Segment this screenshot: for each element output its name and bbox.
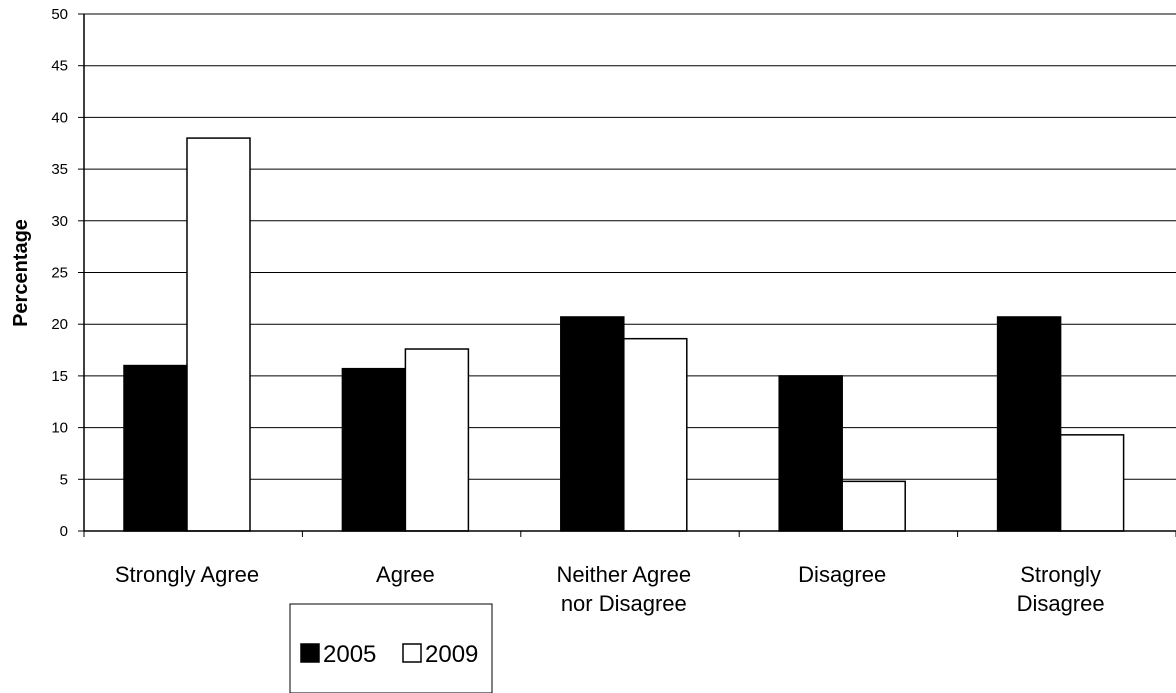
y-tick-label: 45 bbox=[51, 58, 68, 75]
axes bbox=[83, 14, 1176, 532]
y-tick-label: 25 bbox=[51, 265, 68, 282]
y-axis-label: Percentage bbox=[10, 219, 32, 327]
y-tick-label: 15 bbox=[51, 368, 68, 385]
x-axis-categories: Strongly Agree Agree Neither Agree nor Disa… bbox=[83, 531, 1176, 616]
x-category-label: Agree bbox=[376, 562, 435, 587]
x-category-label: Disagree bbox=[798, 562, 886, 587]
legend-label: 2005 bbox=[323, 641, 376, 668]
bar-2005 bbox=[778, 375, 843, 532]
x-category-label: Neither Agree bbox=[557, 562, 692, 587]
y-tick-label: 10 bbox=[51, 420, 68, 437]
bar-2009 bbox=[186, 137, 251, 532]
bar-2009 bbox=[623, 337, 688, 532]
y-tick-label: 5 bbox=[60, 471, 68, 488]
legend-swatch bbox=[402, 643, 422, 663]
y-axis-ticks: 0 5 10 15 20 25 30 35 40 45 50 bbox=[51, 6, 84, 540]
legend-box bbox=[289, 603, 493, 693]
bar-2009 bbox=[1059, 434, 1125, 532]
legend-label: 2009 bbox=[425, 641, 478, 668]
bar-2005 bbox=[341, 367, 407, 532]
legend: 2005 2009 bbox=[289, 603, 493, 693]
bar-2005 bbox=[996, 316, 1062, 532]
legend-swatch bbox=[300, 643, 320, 663]
y-tick-label: 30 bbox=[51, 213, 68, 230]
bar-2005 bbox=[123, 364, 188, 532]
gridlines bbox=[84, 13, 1176, 480]
y-tick-label: 0 bbox=[60, 523, 68, 540]
y-tick-label: 20 bbox=[51, 316, 68, 333]
y-tick-label: 50 bbox=[51, 6, 68, 23]
x-category-label: nor Disagree bbox=[561, 591, 687, 616]
x-category-label: Disagree bbox=[1017, 591, 1105, 616]
bar-2005 bbox=[560, 316, 625, 532]
bar-2009 bbox=[404, 348, 470, 532]
x-category-label: Strongly Agree bbox=[115, 562, 259, 587]
y-tick-label: 40 bbox=[51, 109, 68, 126]
x-category-label: Strongly bbox=[1020, 562, 1101, 587]
bar-2009 bbox=[841, 480, 906, 532]
bars bbox=[123, 137, 1125, 532]
y-tick-label: 35 bbox=[51, 161, 68, 178]
